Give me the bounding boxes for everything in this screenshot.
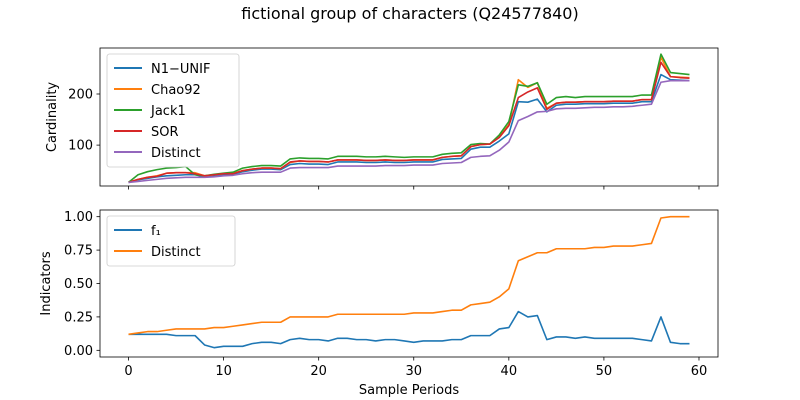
x-tick-label: 20 [310, 364, 327, 379]
series-line-indicator-1 [128, 215, 690, 336]
y-tick: 200 [68, 88, 100, 103]
y-tick: 0.75 [64, 244, 100, 259]
x-tick-label: 0 [124, 364, 132, 379]
y-tick-label: 200 [68, 88, 93, 103]
legend-label: SOR [151, 125, 179, 140]
x-tick-label: 50 [596, 364, 613, 379]
y-tick-label: 100 [68, 139, 93, 154]
x-tick-label: 60 [691, 364, 708, 379]
x-tick: 60 [691, 357, 708, 379]
y-tick-label: 0.25 [64, 310, 93, 325]
y-axis-label: Indicators [39, 251, 54, 315]
y-tick-label: 0.50 [64, 277, 93, 292]
x-tick-label: 30 [405, 364, 422, 379]
y-tick-label: 1.00 [64, 210, 93, 225]
chart-title: fictional group of characters (Q24577840… [241, 4, 578, 23]
legend-label: N1−UNIF [151, 62, 210, 77]
x-tick-label: 10 [215, 364, 232, 379]
y-tick-label: 0.75 [64, 244, 93, 259]
x-tick: 30 [405, 357, 422, 379]
series-line-cardinality-4 [128, 79, 690, 184]
y-tick: 100 [68, 139, 100, 154]
legend: N1−UNIF Chao92 Jack1 SOR Distinct [106, 53, 240, 168]
series-line-cardinality-3 [128, 61, 690, 184]
cardinality-panel: 100 200 Cardinality N1−UNIF Chao92 Jack1 SOR Di… [45, 47, 719, 190]
legend-label: Distinct [151, 245, 201, 260]
x-tick: 10 [215, 357, 232, 379]
legend-label: Chao92 [151, 83, 201, 98]
series-line-cardinality-0 [128, 73, 690, 184]
series-line-indicator-0 [128, 310, 690, 349]
axes-frame [99, 47, 719, 187]
y-tick: 1.00 [64, 210, 100, 225]
legend-label: f₁ [151, 224, 161, 239]
x-tick: 40 [501, 357, 518, 379]
y-tick: 0.00 [64, 344, 100, 359]
indicators-panel: 0.00 0.25 0.50 0.75 1.00 0 10 20 30 40 50 60 Indicat… [39, 209, 719, 398]
y-tick-label: 0.00 [64, 344, 93, 359]
legend-label: Distinct [151, 146, 201, 161]
x-tick: 50 [596, 357, 613, 379]
legend-label: Jack1 [150, 104, 186, 119]
x-tick-label: 40 [501, 364, 518, 379]
y-tick: 0.50 [64, 277, 100, 292]
legend-box [106, 53, 240, 168]
x-tick: 20 [310, 357, 327, 379]
x-axis-label: Sample Periods [359, 383, 459, 398]
y-tick: 0.25 [64, 310, 100, 325]
legend-box [106, 215, 236, 267]
legend: f₁ Distinct [106, 215, 236, 267]
y-axis-label: Cardinality [45, 82, 60, 153]
x-tick: 0 [124, 357, 133, 379]
